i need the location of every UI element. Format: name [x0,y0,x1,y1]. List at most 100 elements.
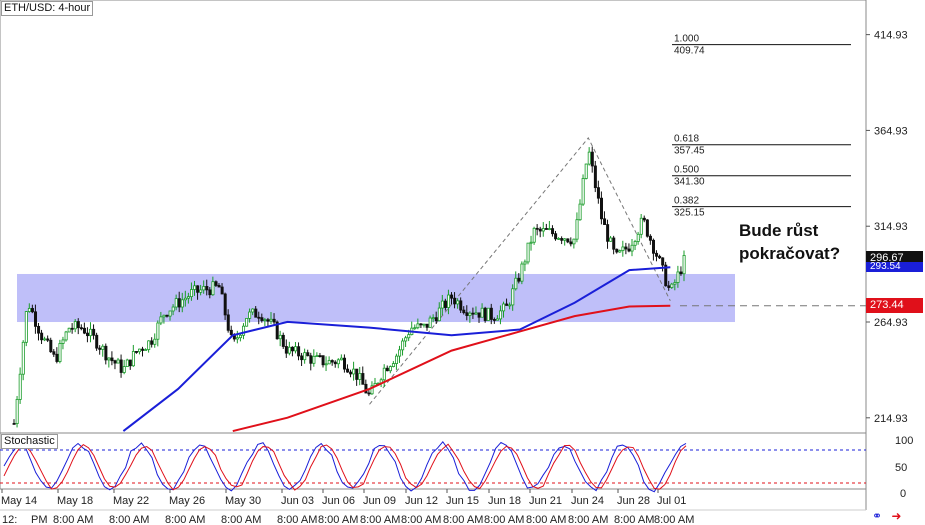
candle-body [43,338,47,341]
candle-body [502,303,506,312]
candle-body [642,217,646,221]
candle-body [364,383,368,394]
candle-body [116,359,120,364]
stochastic-label: Stochastic [1,434,58,449]
candle-body [153,338,157,345]
candle-body [214,281,218,286]
candle-body [82,327,86,334]
candle-body [599,197,603,220]
candle-body [315,355,319,358]
price-tick-label: 264.93 [874,317,908,329]
candle-body [419,323,423,326]
candle-body [34,311,38,327]
candle-body [346,368,350,373]
candle-body [339,357,343,361]
candle-body [104,345,108,361]
candle-body [431,317,435,320]
candle-body [554,233,558,240]
candle-body [391,363,395,367]
candle-body [639,217,643,235]
candle-body [673,282,677,285]
candle-body [511,288,515,306]
candle-body [544,228,548,230]
candle-body [284,346,288,354]
candle-body [590,151,594,167]
price-tick-label: 364.93 [874,125,908,137]
candle-body [95,334,99,349]
time-label: PM [31,514,48,525]
candle-body [186,296,190,299]
candle-body [336,359,340,365]
moving-average-red [232,304,671,433]
fibonacci-swing-line [369,137,671,405]
candle-body [46,338,50,341]
candle-body [300,355,304,361]
candle-body [489,307,493,320]
candle-body [12,423,16,425]
candle-body [630,244,634,252]
candle-body [275,321,279,340]
candle-body [670,283,674,288]
candle-body [416,323,420,329]
candle-body [440,300,444,309]
candle-body [58,343,62,362]
candle-body [468,312,472,316]
chart-title: ETH/USD: 4-hour [1,1,94,16]
fibonacci-ratio-label: 0.382 [674,196,699,207]
date-label: Jun 09 [363,495,396,507]
stochastic-d-line [3,443,687,491]
candle-body [150,340,154,345]
candle-body [578,203,582,221]
date-axis-labels: May 14 May 18 May 22 May 26 May 30 Jun 03 Jun … [1,489,686,507]
candle-body [257,316,261,319]
candle-body [636,233,640,242]
candle-body [648,235,652,241]
candle-body [138,348,142,353]
candle-body [263,319,267,322]
candle-body [238,334,242,339]
candle-body [615,248,619,253]
candle-body [70,327,74,330]
candle-body [235,337,239,340]
candle-body [358,373,362,380]
support-zone [17,273,735,323]
candle-body [581,178,585,205]
candle-body [621,246,625,251]
candle-body [199,289,203,293]
candle-body [98,347,102,350]
arrow-icon[interactable]: ➜ [891,509,902,523]
candle-body [505,303,509,306]
candle-body [171,306,175,312]
date-label: Jun 15 [446,495,479,507]
candle-body [514,277,518,290]
candle-body [572,238,576,245]
candle-body [395,355,399,364]
candle-body [471,312,475,315]
time-label: 8:00 AM [318,514,358,525]
candle-body [428,317,432,328]
candle-body [443,300,447,308]
link-icon[interactable]: ⚭ [872,509,883,523]
price-tick-label: 214.93 [874,413,908,425]
candle-body [79,327,83,330]
candle-body [538,228,542,232]
stochastic-tick-0: 0 [900,488,906,500]
question-annotation: Bude růst pokračovat? [739,219,859,265]
candle-body [529,241,533,244]
candle-body [627,248,631,252]
candle-body [193,285,197,290]
candle-body [248,311,252,319]
candle-body [422,323,426,326]
question-line-2: pokračovat? [739,244,841,263]
candle-body [260,317,264,321]
candle-body [196,285,200,293]
candle-body [333,361,337,365]
candle-body [144,349,148,351]
candle-body [462,309,466,314]
candle-body [101,345,105,350]
candle-body [266,319,270,322]
candle-body [658,255,662,259]
candle-body [180,299,184,308]
candle-body [86,332,90,337]
candle-body [667,285,671,288]
